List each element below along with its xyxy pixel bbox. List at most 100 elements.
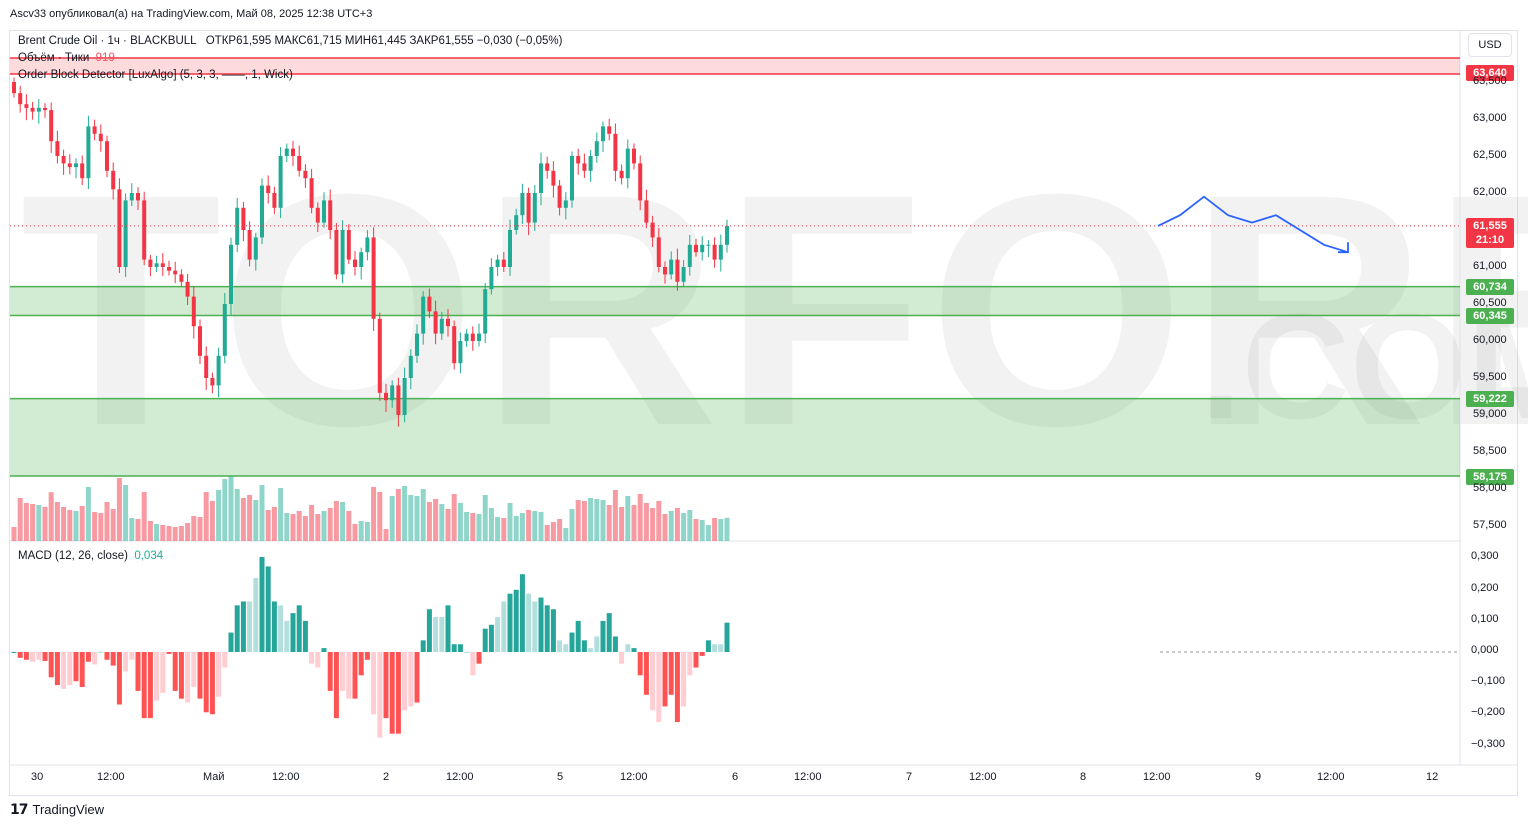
candle-body [439,318,444,334]
volume-bar [327,508,333,541]
macd-bar [166,652,172,654]
macd-bar [178,652,184,699]
macd-bar [532,601,538,652]
macd-bar [445,605,451,652]
candle-body [309,178,314,208]
candle-body [390,385,395,401]
volume-bar [23,503,29,541]
macd-axis-label: 0,000 [1471,644,1499,656]
volume-bar [172,527,178,541]
volume-bar [110,509,116,541]
candle-body [650,222,655,238]
candle-body [278,156,283,208]
macd-axis-label: 0,300 [1471,550,1499,562]
macd-bar [426,609,432,652]
price-axis-label: 63,500 [1473,75,1507,87]
price-tag: 60,734 [1466,279,1514,295]
macd-bar [191,652,197,687]
candle-body [501,259,506,267]
macd-bar [340,652,346,691]
volume-bar [544,525,550,541]
macd-bar [699,652,705,656]
macd-bar [557,640,563,652]
volume-legend[interactable]: Объём · Тики 919 [18,52,115,64]
volume-bar [92,512,98,541]
candle-body [191,296,196,327]
macd-bar [643,652,649,695]
symbol-legend[interactable]: Brent Crude Oil · 1ч · BLACKBULL ОТКР61,… [18,35,562,47]
macd-bar [650,652,656,711]
candle-body [563,200,568,208]
volume-bar [557,519,563,541]
volume-bar [445,509,451,541]
footer[interactable]: 𝟭𝟳 TradingView [10,801,104,818]
macd-bar [408,652,414,707]
volume-bar [377,492,383,541]
candle-body [377,318,382,393]
candle-body [340,230,345,275]
candle-body [167,267,171,271]
volume-bar [488,508,494,541]
macd-bar [54,652,60,686]
macd-bar [674,652,680,722]
candle-body [353,259,357,267]
volume-bar [662,514,668,541]
volume-bar [259,485,265,541]
volume-bar [650,508,656,541]
macd-bar [129,652,135,660]
volume-bar [501,518,507,541]
candle-body [80,163,85,179]
time-axis-label: 12:00 [794,771,822,783]
volume-bar [705,525,711,541]
macd-bar [23,652,29,660]
volume-bar [160,525,166,541]
volume-bar [340,502,346,541]
volume-label: Объём · Тики [18,52,90,64]
volume-bar [11,527,17,541]
macd-legend[interactable]: MACD (12, 26, close) 0,034 [18,550,163,562]
candle-body [452,326,457,364]
volume-bar [17,498,23,541]
price-axis-label: 62,000 [1473,186,1507,198]
currency-button[interactable]: USD [1468,33,1512,57]
volume-bar [464,512,470,541]
volume-bar [513,516,519,541]
volume-bar [73,511,79,541]
candle-body [43,107,47,111]
candle-body [576,156,581,164]
macd-bar [48,652,54,678]
macd-bar [11,652,17,653]
volume-bar [712,518,718,541]
volume-bar [30,504,36,541]
macd-bar [278,605,284,652]
candle-body [532,193,537,223]
macd-axis-label: 0,200 [1471,582,1499,594]
price-tag: 61,555 [1466,218,1514,234]
macd-bar [420,640,426,652]
macd-bar [451,644,457,652]
candle-body [123,200,128,267]
candle-body [334,230,339,275]
candle-body [297,156,302,171]
volume-bar [247,495,253,541]
candle-body [384,392,388,401]
indicator-legend[interactable]: Order Block Detector [LuxAlgo] (5, 3, 3,… [18,69,293,81]
macd-bar [17,652,23,658]
macd-bar [234,605,240,652]
macd-bar [544,605,550,652]
macd-bar [687,652,693,676]
volume-bar [433,499,439,541]
time-axis-label: 7 [906,771,913,783]
macd-bar [284,620,290,652]
candle-body [117,189,122,267]
macd-bar [98,652,104,653]
candle-body [111,170,116,190]
macd-bar [581,640,587,652]
time-axis-label: 12:00 [969,771,997,783]
macd-bar [606,613,612,652]
macd-bar [712,644,718,652]
candle-body [725,225,729,245]
candle-body [638,163,643,201]
macd-bar [470,652,476,676]
